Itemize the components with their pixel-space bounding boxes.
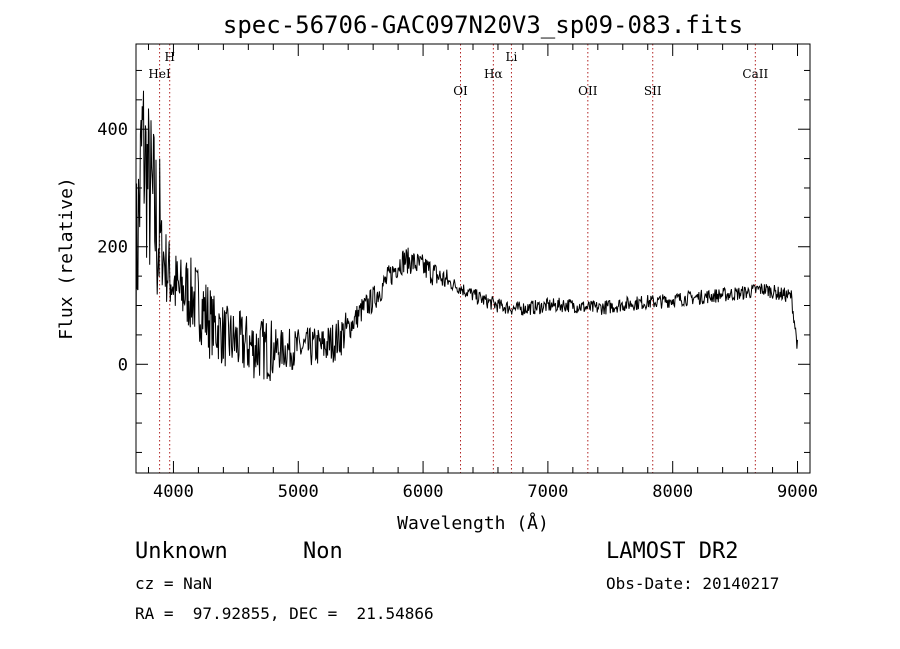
- y-tick-label: 400: [97, 120, 128, 140]
- plot-frame: [135, 43, 811, 474]
- y-tick-label: 0: [118, 355, 128, 375]
- coordinates: RA = 97.92855, DEC = 21.54866: [135, 604, 434, 623]
- y-axis-label: Flux (relative): [56, 177, 77, 340]
- line-label-sii: SII: [644, 84, 662, 98]
- line-label-h: H: [164, 50, 174, 64]
- redshift-readout: cz = NaN: [135, 574, 213, 593]
- object-class: Unknown: [135, 539, 228, 564]
- object-subclass: Non: [303, 539, 343, 564]
- chart-title: spec-56706-GAC097N20V3_sp09-083.fits: [223, 11, 743, 39]
- survey-name: LAMOST DR2: [606, 539, 739, 564]
- x-axis-label: Wavelength (Å): [397, 512, 549, 534]
- x-tick-label: 7000: [527, 482, 568, 502]
- line-label-hei: HeI: [148, 67, 171, 81]
- line-label-hα: Hα: [484, 67, 503, 81]
- line-label-li: Li: [506, 50, 518, 64]
- x-tick-label: 9000: [777, 482, 818, 502]
- line-label-oi: OI: [453, 84, 468, 98]
- spectrum-line: [135, 90, 798, 382]
- obs-date: Obs-Date: 20140217: [606, 574, 780, 593]
- y-tick-label: 200: [97, 238, 128, 258]
- line-label-oii: OII: [578, 84, 598, 98]
- line-label-caii: CaII: [742, 67, 768, 81]
- x-tick-label: 4000: [153, 482, 194, 502]
- x-tick-label: 8000: [652, 482, 693, 502]
- x-tick-label: 5000: [278, 482, 319, 502]
- x-tick-label: 6000: [403, 482, 444, 502]
